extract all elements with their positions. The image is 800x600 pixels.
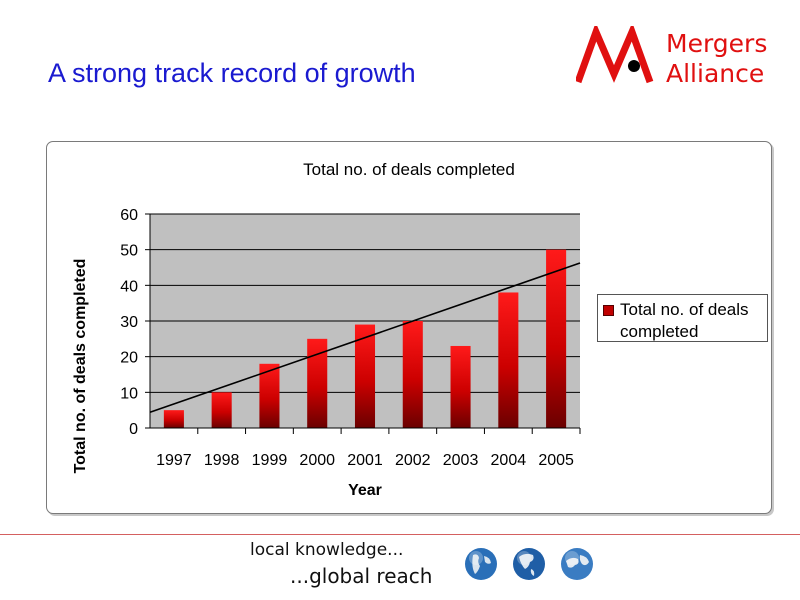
slide-title: A strong track record of growth [48, 58, 416, 88]
x-tick-label-1998: 1998 [204, 452, 240, 469]
logo-dot [628, 60, 640, 72]
chart-title: Total no. of deals completed [303, 160, 515, 179]
y-axis-title: Total no. of deals completed [72, 259, 89, 474]
logo-text-mergers: Mergers [666, 29, 767, 58]
x-tick-label-1997: 1997 [156, 452, 192, 469]
x-tick-label-2000: 2000 [299, 452, 335, 469]
tagline-global: ...global reach [290, 564, 433, 588]
globe-icon-americas [465, 548, 497, 580]
globe-icon-world [561, 548, 593, 580]
trendline [149, 262, 581, 414]
x-tick-label-2001: 2001 [347, 452, 383, 469]
bar-2001 [354, 324, 376, 428]
y-tick-label-50: 50 [120, 243, 138, 260]
bar-2003 [450, 345, 471, 428]
y-tick-label-20: 20 [120, 350, 138, 367]
bar-1999 [259, 363, 280, 428]
y-tick-label-60: 60 [120, 207, 138, 224]
bar-2002 [402, 321, 423, 428]
bar-2000 [307, 338, 328, 428]
x-tick-label-2002: 2002 [395, 452, 431, 469]
x-tick-label-2005: 2005 [538, 452, 574, 469]
x-tick-label-2003: 2003 [443, 452, 479, 469]
bar-2004 [498, 292, 519, 428]
x-tick-label-1999: 1999 [252, 452, 288, 469]
bar-1998 [211, 392, 232, 428]
deals-bar-chart: 0 10 20 30 40 50 60 1997 1998 1999 2000 2001 2002 20… [72, 160, 581, 499]
globe-icon-north-america [513, 548, 545, 580]
tagline-local: local knowledge... [250, 540, 404, 560]
footer-divider [0, 534, 800, 535]
logo-mark [576, 26, 654, 84]
logo-text-alliance: Alliance [666, 59, 764, 88]
x-tick-label-2004: 2004 [491, 452, 527, 469]
y-tick-label-0: 0 [129, 421, 138, 438]
y-tick-label-10: 10 [120, 385, 138, 402]
bar-1997 [163, 410, 184, 428]
legend-swatch [603, 305, 614, 316]
mergers-alliance-logo: Mergers Alliance [576, 26, 767, 88]
y-tick-label-40: 40 [120, 278, 138, 295]
chart-legend: Total no. of deals completed [597, 294, 768, 342]
y-tick-label-30: 30 [120, 314, 138, 331]
legend-label: Total no. of deals completed [620, 300, 749, 341]
bar-2005 [546, 249, 567, 428]
x-axis-title: Year [348, 482, 382, 499]
